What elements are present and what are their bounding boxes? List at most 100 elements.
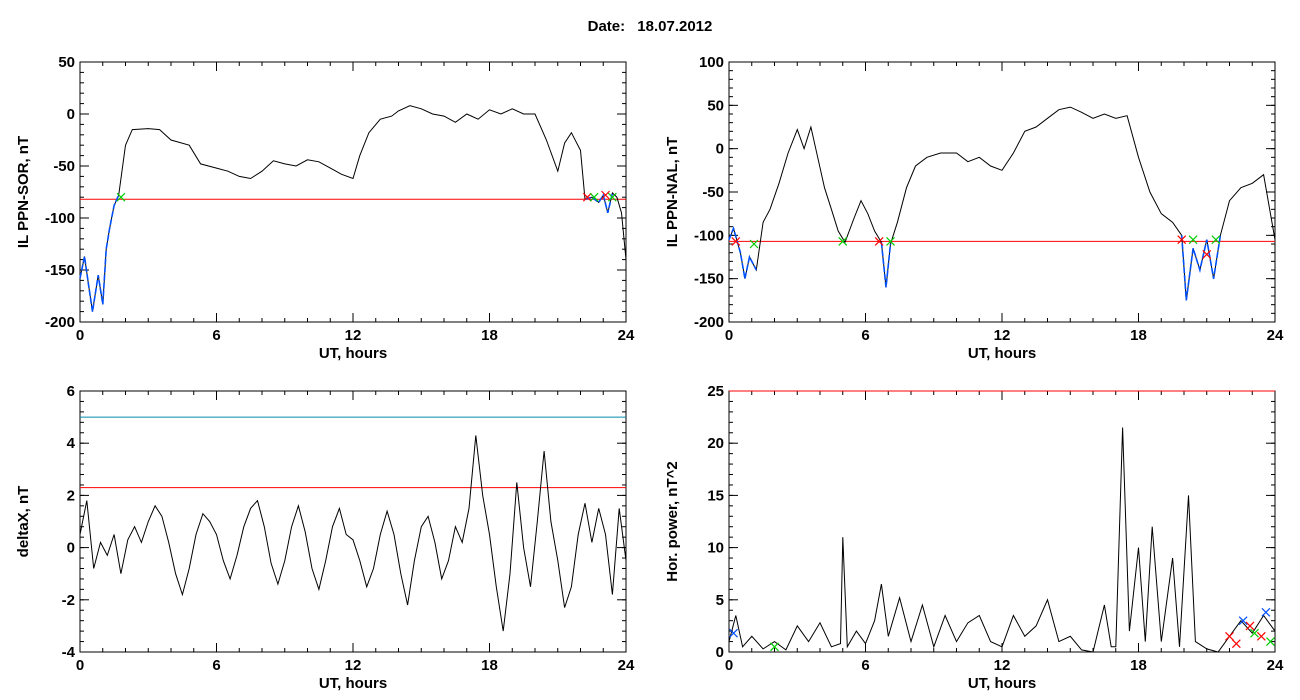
chart-panel-1: 0 6 12 18 24 -200 -150 -100 -50 0 50 UT, hours IL PP… [15, 54, 635, 362]
marker-stroke [729, 628, 738, 638]
x-tick-label: 6 [861, 327, 869, 344]
date-label: Date: [587, 18, 626, 35]
x-tick-label: 12 [994, 327, 1011, 344]
y-axis-label: Hor. power, nT^2 [664, 461, 681, 581]
event-marker [1177, 235, 1187, 245]
event-marker [116, 192, 126, 202]
y-tick-label: -150 [694, 271, 724, 288]
event-marker [749, 239, 759, 249]
plot-frame [79, 390, 627, 653]
y-tick-label: 0 [716, 644, 724, 661]
event-marker [1266, 637, 1275, 646]
marker-stroke [1238, 616, 1248, 626]
y-tick-label: 2 [67, 487, 75, 504]
y-tick-label: -50 [53, 158, 75, 175]
event-marker [589, 192, 599, 202]
marker-stroke [1188, 235, 1198, 245]
y-tick-label: 0 [67, 540, 75, 557]
y-tick-label: 10 [707, 540, 724, 557]
event-marker [1261, 607, 1271, 617]
event-marker [731, 236, 741, 246]
y-tick-label: 4 [67, 435, 76, 452]
event-marker [1245, 621, 1255, 631]
y-tick-label: 0 [716, 141, 724, 158]
marker-stroke [1266, 637, 1275, 646]
x-tick-label: 24 [1267, 327, 1284, 344]
y-axis-label: IL PPN-NAL, nT [664, 137, 681, 248]
x-tick-label: 12 [994, 657, 1011, 674]
marker-stroke [1256, 631, 1266, 641]
plot-frame [728, 390, 1276, 653]
x-tick-label: 12 [345, 657, 362, 674]
marker-stroke [874, 236, 884, 246]
plot-frame [79, 61, 627, 323]
x-tick-label: 24 [1267, 657, 1284, 674]
y-tick-label: -100 [45, 210, 75, 227]
x-tick-label: 24 [618, 657, 635, 674]
y-tick-label: 0 [67, 106, 75, 123]
data-series-line [79, 435, 627, 632]
data-series-line [728, 427, 1276, 653]
x-tick-label: 0 [76, 327, 84, 344]
date-value: 18.07.2012 [637, 18, 713, 35]
event-marker [874, 236, 884, 246]
plot-frame [728, 61, 1276, 323]
highlight-segment [1180, 235, 1222, 301]
event-marker [838, 236, 848, 246]
x-tick-label: 6 [212, 657, 220, 674]
highlight-segment [880, 242, 892, 288]
highlight-segment [584, 192, 614, 213]
highlight-segment [728, 225, 758, 279]
event-marker [601, 190, 610, 200]
event-marker [607, 192, 617, 202]
y-tick-label: 5 [716, 592, 724, 609]
event-marker [582, 192, 592, 202]
x-tick-label: 24 [618, 327, 635, 344]
event-marker [1250, 628, 1259, 638]
marker-stroke [601, 190, 610, 200]
y-tick-label: -200 [45, 314, 75, 331]
x-axis-label: UT, hours [319, 675, 387, 692]
data-series-line [728, 106, 1276, 301]
chart-title: Date: 18.07.2012 [0, 18, 1300, 35]
y-tick-label: 50 [58, 54, 75, 71]
marker-stroke [1261, 607, 1271, 617]
y-tick-label: -2 [62, 592, 75, 609]
y-tick-label: 25 [707, 383, 724, 400]
y-tick-label: -150 [45, 262, 75, 279]
chart-panel-4: 0 6 12 18 24 0 5 10 15 20 25 UT, hours Hor. power, n… [664, 383, 1284, 692]
y-tick-label: -4 [62, 644, 76, 661]
x-axis-label: UT, hours [968, 675, 1036, 692]
y-tick-label: 15 [707, 487, 724, 504]
data-series-line [79, 105, 627, 312]
event-marker [1225, 631, 1234, 641]
marker-stroke [1231, 639, 1241, 649]
marker-stroke [1211, 235, 1221, 245]
event-marker [1202, 249, 1212, 259]
marker-stroke [1177, 235, 1187, 245]
event-marker [1231, 639, 1241, 649]
x-axis-label: UT, hours [968, 345, 1036, 362]
y-axis-label: IL PPN-SOR, nT [15, 136, 32, 248]
x-tick-label: 0 [725, 327, 733, 344]
y-tick-label: -50 [702, 184, 724, 201]
event-marker [1211, 235, 1221, 245]
x-tick-label: 0 [725, 657, 733, 674]
marker-stroke [582, 192, 592, 202]
x-tick-label: 6 [861, 657, 869, 674]
event-marker [1238, 616, 1248, 626]
marker-stroke [731, 236, 741, 246]
highlight-segment [79, 194, 120, 312]
event-marker [729, 628, 738, 638]
marker-stroke [1202, 249, 1212, 259]
y-tick-label: 100 [699, 54, 724, 71]
x-tick-label: 6 [212, 327, 220, 344]
event-marker [1256, 631, 1266, 641]
y-tick-label: -200 [694, 314, 724, 331]
marker-stroke [1225, 631, 1234, 641]
x-tick-label: 0 [76, 657, 84, 674]
x-axis-label: UT, hours [319, 345, 387, 362]
event-marker [770, 642, 779, 652]
